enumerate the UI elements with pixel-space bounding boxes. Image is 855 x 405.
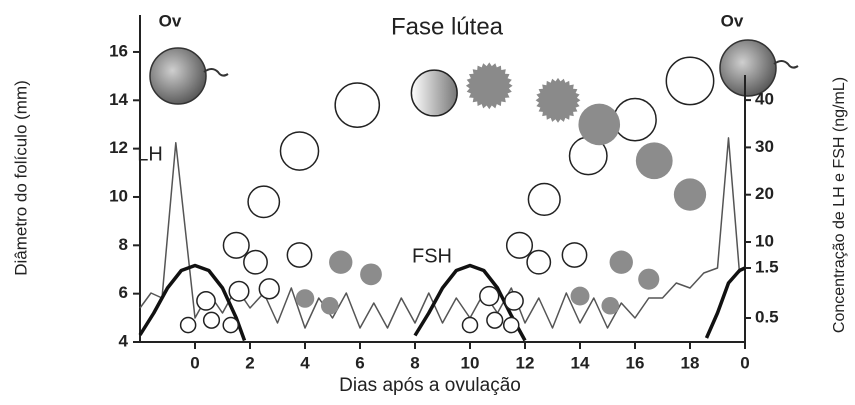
y2-axis-label: Concentração de LH e FSH (ng/mL)	[831, 77, 848, 333]
y-tick-label: 14	[109, 90, 128, 109]
x-tick-label: 14	[571, 353, 590, 372]
x-tick-label: 0	[740, 353, 749, 372]
follicle	[578, 103, 621, 146]
y2-tick-label: 1.5	[755, 257, 779, 276]
follicle	[360, 263, 382, 286]
ovulatory-follicle	[719, 39, 799, 97]
x-tick-label: 2	[245, 353, 254, 372]
regressing-follicle	[535, 77, 581, 123]
annotation: Ov	[159, 11, 182, 30]
follicle	[196, 291, 216, 311]
x-tick-label: 6	[355, 353, 364, 372]
x-tick-label: 8	[410, 353, 419, 372]
chart-title: Fase lútea	[391, 13, 504, 40]
y2-tick-label: 40	[755, 90, 774, 109]
follicle	[504, 291, 524, 311]
follicle	[410, 69, 458, 117]
x-tick-label: 4	[300, 353, 310, 372]
follicle	[329, 250, 353, 274]
y-tick-label: 10	[109, 186, 128, 205]
follicle	[320, 296, 339, 315]
follicle	[635, 142, 673, 180]
y-tick-label: 16	[109, 41, 128, 60]
follicle	[334, 82, 381, 128]
follicle	[479, 285, 500, 307]
follicle	[461, 316, 479, 334]
follicle	[179, 316, 197, 334]
follicle	[486, 311, 504, 329]
y-tick-label: 8	[119, 235, 128, 254]
series-label: LH	[137, 143, 163, 165]
follicle	[505, 231, 534, 259]
annotation: Ov	[721, 11, 744, 30]
x-tick-label: 10	[461, 353, 480, 372]
follicle	[502, 316, 520, 334]
x-axis-label: Dias após a ovulação	[339, 375, 521, 396]
follicle	[295, 289, 315, 308]
y-tick-label: 12	[109, 138, 128, 157]
y2-tick-label: 20	[755, 184, 774, 203]
follicle	[202, 311, 221, 329]
follicle	[243, 249, 268, 275]
regressing-follicle	[465, 62, 513, 110]
y-tick-label: 6	[119, 283, 128, 302]
follicle	[638, 268, 660, 290]
follicle	[601, 296, 620, 315]
follicle	[665, 56, 715, 106]
follicle	[527, 182, 561, 216]
series-label: FSH	[412, 245, 452, 267]
y2-tick-label: 0.5	[755, 307, 779, 326]
x-tick-label: 18	[681, 353, 700, 372]
y-axis-label: Diâmetro do folículo (mm)	[11, 80, 30, 276]
follicle	[228, 280, 250, 302]
follicle	[673, 178, 707, 211]
ovulatory-follicle	[149, 47, 229, 105]
follicle	[258, 278, 280, 300]
x-tick-label: 0	[190, 353, 199, 372]
follicle	[279, 131, 320, 171]
y-tick-label: 4	[119, 331, 129, 350]
x-tick-label: 12	[516, 353, 535, 372]
follicle	[286, 242, 313, 268]
follicle	[222, 316, 240, 334]
follicle	[570, 286, 590, 306]
y2-tick-label: 10	[755, 231, 774, 250]
follicle	[609, 250, 633, 274]
x-tick-label: 16	[626, 353, 645, 372]
follicle	[247, 185, 281, 219]
follicle	[561, 242, 588, 268]
follicle	[526, 249, 552, 275]
follicle	[222, 231, 250, 259]
follicle	[613, 97, 657, 142]
y2-tick-label: 30	[755, 137, 774, 156]
